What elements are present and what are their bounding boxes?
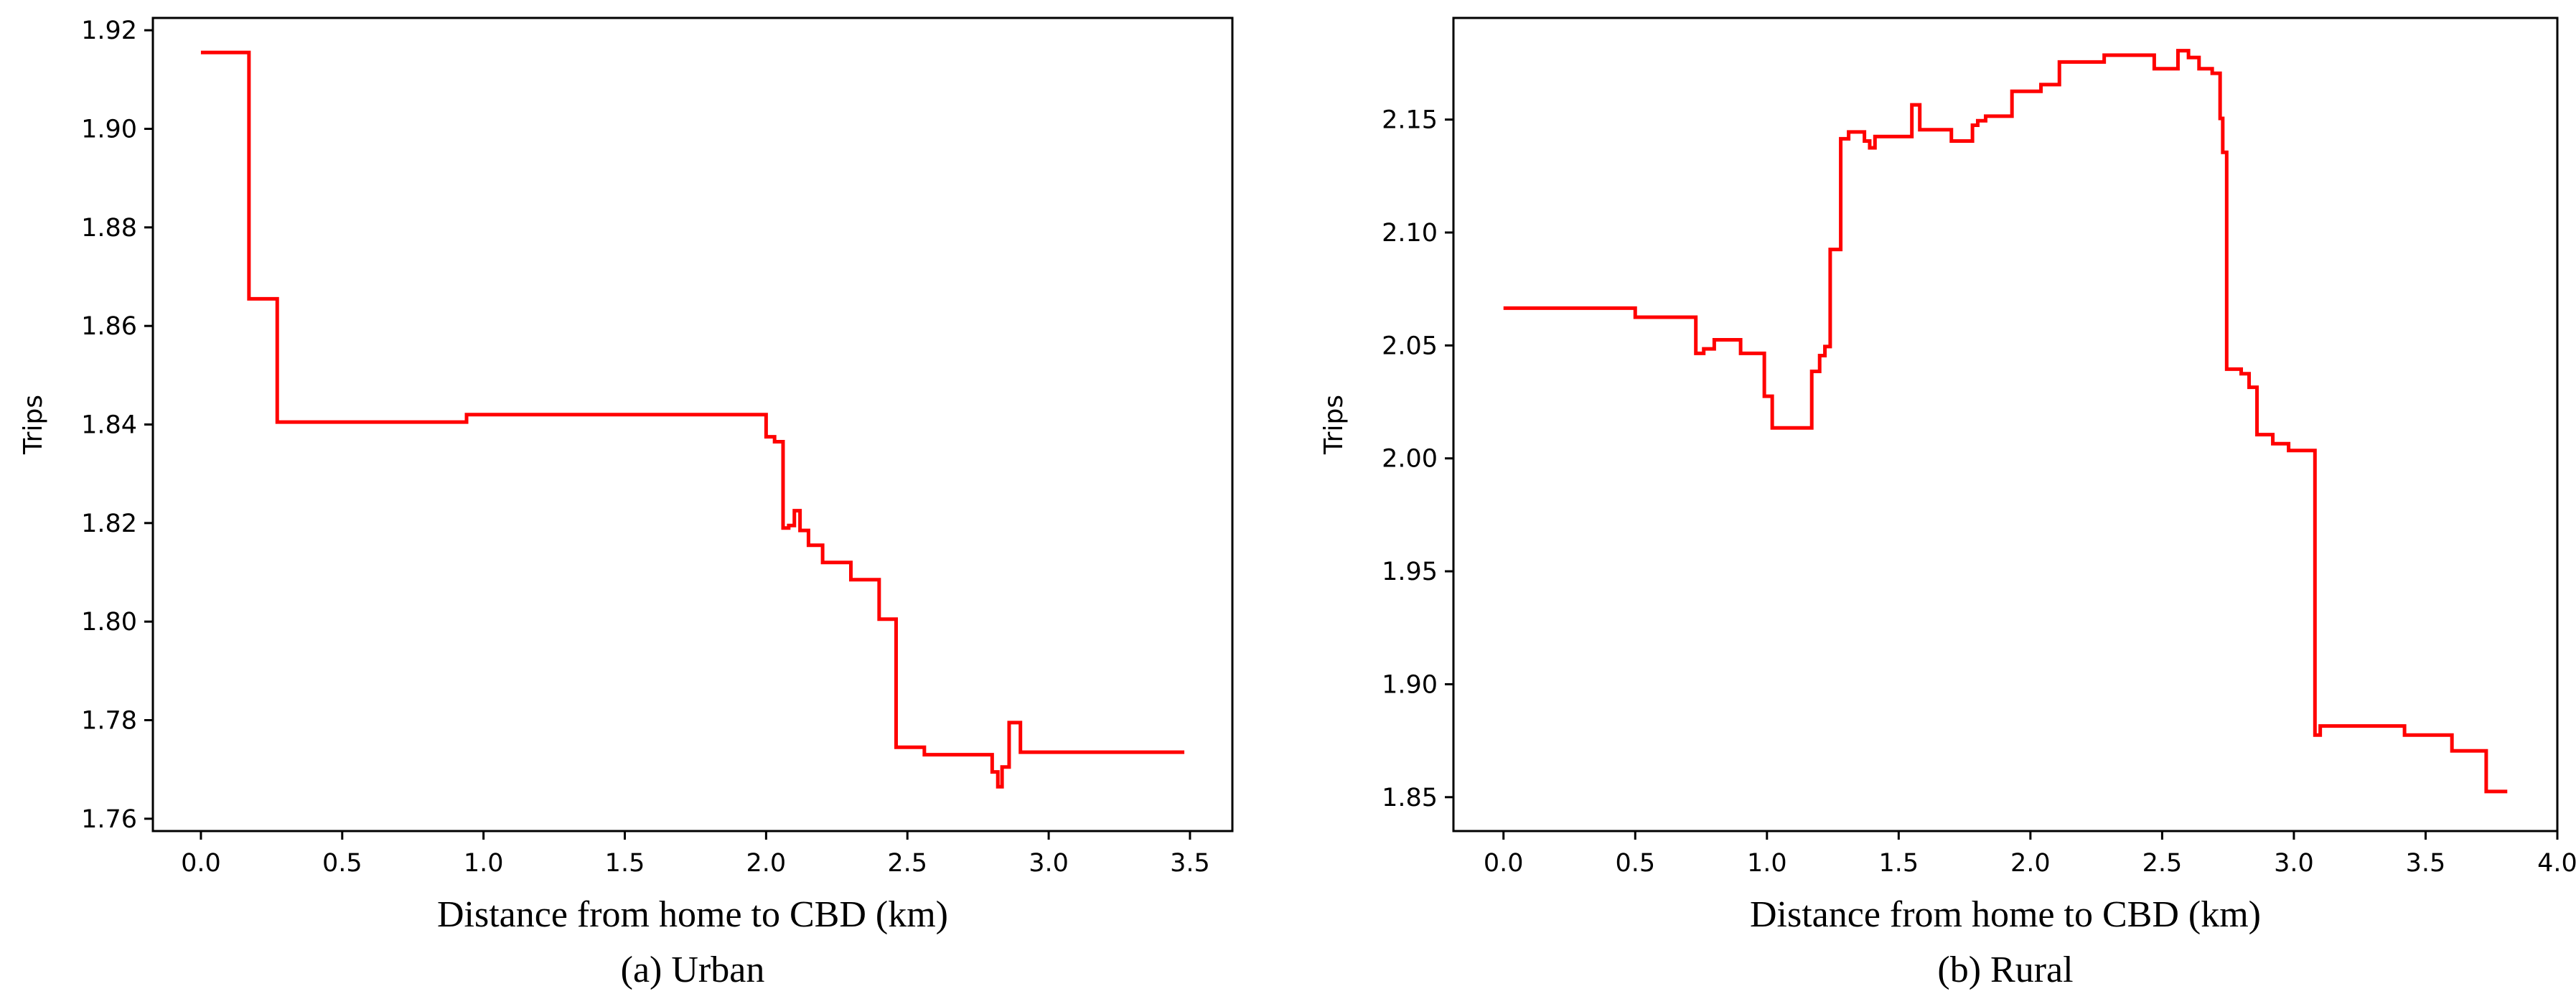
x-axis-label: Distance from home to CBD (km) (437, 894, 948, 935)
x-tick-label: 3.0 (2274, 849, 2314, 878)
y-tick-label: 1.78 (81, 707, 137, 736)
x-axis-label: Distance from home to CBD (km) (1750, 894, 2261, 935)
x-tick-label: 0.5 (1615, 849, 1655, 878)
y-tick-label: 1.82 (81, 510, 137, 538)
panel-caption: (a) Urban (621, 949, 765, 990)
x-tick-label: 0.0 (1484, 849, 1524, 878)
y-tick-label: 1.76 (81, 805, 137, 834)
y-tick-label: 1.85 (1382, 784, 1438, 812)
y-tick-label: 2.15 (1382, 106, 1438, 135)
x-tick-label: 3.0 (1029, 849, 1069, 878)
x-tick-label: 2.0 (2010, 849, 2051, 878)
series-line-urban (200, 50, 1185, 789)
y-tick-label: 2.10 (1382, 219, 1438, 248)
x-tick-label: 1.5 (1879, 849, 1919, 878)
x-tick-label: 1.5 (605, 849, 645, 878)
y-tick-label: 1.95 (1382, 558, 1438, 586)
x-tick-label: 3.5 (1170, 849, 1210, 878)
x-tick-label: 1.0 (464, 849, 504, 878)
y-tick-label: 1.90 (1382, 670, 1438, 699)
x-tick-label: 4.0 (2537, 849, 2576, 878)
x-tick-label: 2.5 (2142, 849, 2183, 878)
y-axis-label: Trips (19, 395, 48, 455)
y-tick-label: 2.05 (1382, 332, 1438, 360)
x-tick-label: 2.0 (746, 849, 787, 878)
axes-frame (151, 17, 1234, 832)
chart-urban: 0.0 0.5 1.0 1.5 2.0 2.5 3.0 3.5 1.76 1.78 1.80 1.82… (19, 17, 1234, 990)
chart-rural: 0.0 0.5 1.0 1.5 2.0 2.5 3.0 3.5 4.0 1.85 1.90 1.95 2… (1319, 17, 2576, 990)
y-tick-label: 1.90 (81, 116, 137, 144)
x-tick-label: 0.5 (322, 849, 362, 878)
x-tick-label: 0.0 (181, 849, 221, 878)
y-tick-label: 1.88 (81, 214, 137, 243)
y-tick-label: 1.80 (81, 608, 137, 637)
panel-caption: (b) Rural (1937, 949, 2073, 990)
y-tick-label: 1.86 (81, 312, 137, 341)
y-tick-label: 1.84 (81, 411, 137, 440)
x-tick-label: 1.0 (1747, 849, 1787, 878)
axes-frame (1452, 17, 2559, 832)
series-line-rural (1503, 49, 2508, 794)
x-tick-label: 3.5 (2406, 849, 2446, 878)
y-axis-label: Trips (1319, 395, 1349, 455)
y-tick-label: 2.00 (1382, 445, 1438, 474)
x-tick-label: 2.5 (887, 849, 927, 878)
y-tick-label: 1.92 (81, 17, 137, 45)
